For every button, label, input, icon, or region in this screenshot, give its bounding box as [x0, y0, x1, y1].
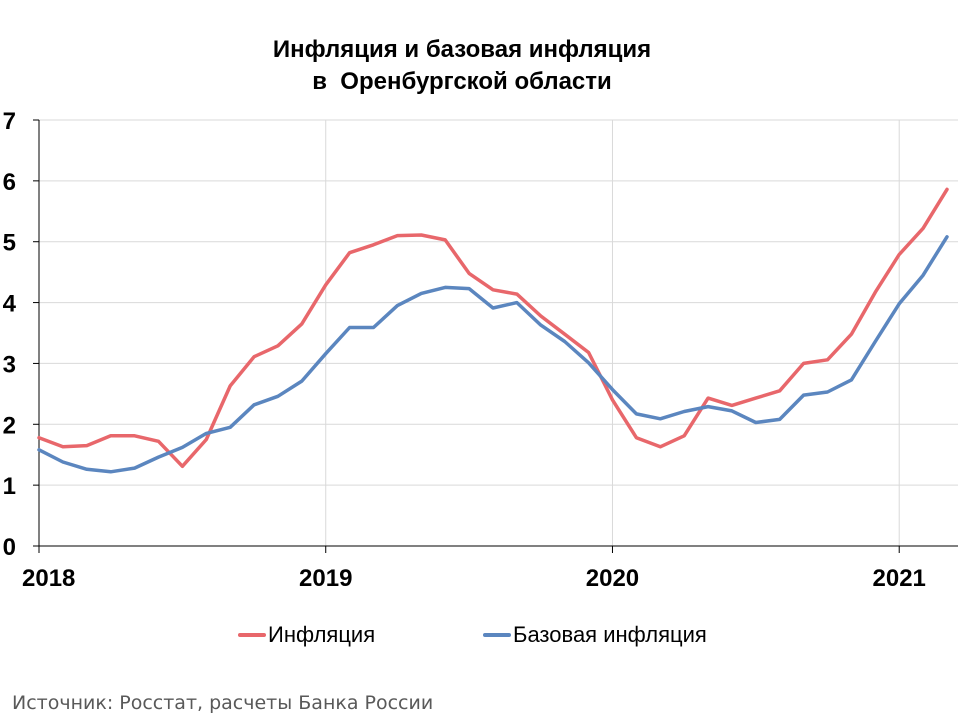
y-tick-label: 6 — [3, 169, 16, 196]
y-tick-label: 4 — [3, 291, 17, 318]
axes — [33, 119, 958, 553]
legend-swatch-core-inflation — [483, 633, 511, 637]
x-tick-label: 2019 — [299, 565, 352, 592]
legend-label-core-inflation: Базовая инфляция — [513, 622, 707, 647]
tick-labels: 0 1 2 3 4 5 6 7 2018 2019 2020 2021 — [3, 108, 926, 592]
legend-item-core-inflation: Базовая инфляция — [483, 620, 707, 650]
source-note: Источник: Росстат, расчеты Банка России — [12, 692, 434, 714]
y-tick-label: 3 — [3, 351, 16, 378]
series-lines — [37, 187, 949, 474]
y-tick-label: 5 — [3, 230, 16, 257]
legend-item-inflation: Инфляция — [238, 620, 375, 650]
x-tick-label: 2021 — [873, 565, 926, 592]
legend-swatch-inflation — [238, 633, 266, 637]
series-line-core-inflation — [37, 235, 949, 474]
chart-title-line-1: Инфляция и базовая инфляция — [272, 36, 652, 63]
y-tick-label: 2 — [3, 412, 16, 439]
y-tick-label: 0 — [3, 534, 16, 561]
y-tick-label: 7 — [3, 108, 16, 135]
x-tick-label: 2020 — [586, 565, 639, 592]
legend: Инфляция Базовая инфляция — [0, 620, 960, 650]
chart-title-line-2: в Оренбургской области — [312, 68, 612, 95]
gridlines — [39, 119, 958, 546]
series-line-inflation — [37, 187, 949, 469]
chart-title: Инфляция и базовая инфляция в Оренбургск… — [0, 34, 924, 98]
x-tick-label: 2018 — [22, 565, 75, 592]
y-tick-label: 1 — [3, 473, 16, 500]
legend-label-inflation: Инфляция — [268, 622, 376, 647]
